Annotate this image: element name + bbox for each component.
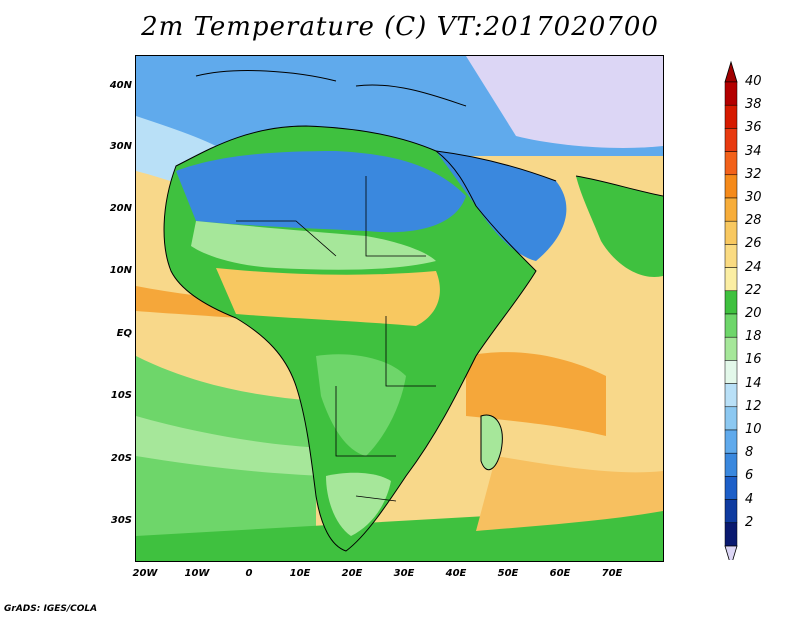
lon-tick-label: 30E (393, 568, 415, 579)
lon-tick-label: 10W (184, 568, 210, 579)
colorbar-segment (724, 244, 738, 268)
colorbar-tick-label: 16 (745, 352, 762, 368)
lon-tick-label: 40E (445, 568, 467, 579)
colorbar-tick-label: 24 (745, 259, 762, 275)
colorbar-segment (724, 290, 738, 315)
lat-tick-label: 40N (109, 80, 132, 91)
colorbar-segment (724, 383, 738, 408)
southern-africa-field (326, 472, 391, 536)
colorbar-segment (724, 267, 738, 292)
lat-tick-label: 20N (109, 203, 132, 214)
colorbar-tick-label: 22 (745, 282, 762, 298)
lat-tick-label: EQ (116, 328, 132, 339)
colorbar-segment (724, 429, 738, 454)
sahara-cold-field (176, 151, 466, 233)
lon-tick-label: 0 (245, 568, 253, 579)
colorbar-segment (724, 174, 738, 199)
colorbar-tick-label: 20 (745, 306, 762, 321)
lat-tick-label: 10S (110, 390, 132, 401)
colorbar-tick-label: 10 (745, 422, 762, 437)
map-title: 2m Temperature (C) VT:2017020700 (141, 12, 659, 42)
colorbar-segment (724, 336, 738, 361)
lon-tick-label: 70E (601, 568, 623, 579)
grads-credit: GrADS: IGES/COLA (4, 604, 98, 614)
colorbar-tick-label: 6 (745, 468, 754, 484)
colorbar-segment (724, 522, 738, 547)
colorbar-tick-label: 28 (745, 213, 762, 229)
colorbar-segment (724, 197, 738, 222)
colorbar-tick-label: 4 (745, 491, 754, 507)
colorbar-tick-label: 8 (745, 445, 754, 461)
lon-tick-label: 60E (549, 568, 571, 579)
lat-tick-label: 10N (109, 265, 132, 276)
lon-tick-label: 10E (289, 568, 311, 579)
lon-tick-label: 20E (341, 568, 363, 579)
south-indian-field (476, 456, 663, 531)
temperature-map (135, 55, 664, 562)
colorbar-segment (724, 499, 738, 524)
colorbar-segment (724, 360, 738, 384)
colorbar-segment (724, 151, 738, 176)
india-field (576, 176, 663, 277)
madagascar-field (481, 415, 503, 470)
sahel-warm-band (216, 268, 440, 326)
colorbar-tick-label: 2 (745, 514, 754, 530)
colorbar-tick-label: 18 (745, 329, 762, 345)
colorbar-tick-label: 40 (745, 74, 762, 89)
colorbar-segment (724, 104, 738, 129)
colorbar-tick-label: 36 (745, 120, 762, 136)
asia-frozen-field (466, 56, 663, 148)
colorbar-tick-label: 14 (745, 375, 762, 391)
arabia-cold-field (436, 151, 567, 261)
colorbar-segment (724, 476, 738, 500)
colorbar-over-triangle (724, 60, 738, 83)
africa-coastline (163, 125, 537, 552)
central-africa-field (316, 354, 406, 456)
colorbar-tick-label: 32 (745, 166, 762, 182)
lat-tick-label: 30S (110, 515, 132, 526)
colorbar-segment (724, 452, 738, 477)
colorbar-segment (724, 81, 738, 106)
colorbar-segment (724, 128, 738, 152)
northern-coastlines (195, 70, 663, 197)
colorbar-segment (724, 220, 738, 245)
lon-tick-label: 50E (497, 568, 519, 579)
lat-tick-label: 30N (109, 141, 132, 152)
country-borders (236, 176, 436, 502)
colorbar-tick-label: 12 (745, 398, 762, 414)
colorbar-tick-label: 26 (745, 236, 762, 252)
colorbar-tick-label: 30 (745, 190, 762, 205)
lon-tick-label: 20W (132, 568, 158, 579)
colorbar-tick-label: 38 (745, 97, 762, 113)
south-atlantic-gradient (136, 416, 326, 476)
colorbar-segment (724, 406, 738, 431)
indian-ocean-warm (466, 352, 606, 436)
colorbar-under-triangle (724, 545, 738, 560)
sahel-mild-field (191, 221, 436, 270)
colorbar-segment (724, 313, 738, 338)
colorbar-tick-label: 34 (745, 143, 762, 159)
lat-tick-label: 20S (110, 453, 132, 464)
temperature-field (136, 56, 663, 561)
madagascar-coastline (480, 414, 503, 471)
colorbar (724, 60, 738, 560)
